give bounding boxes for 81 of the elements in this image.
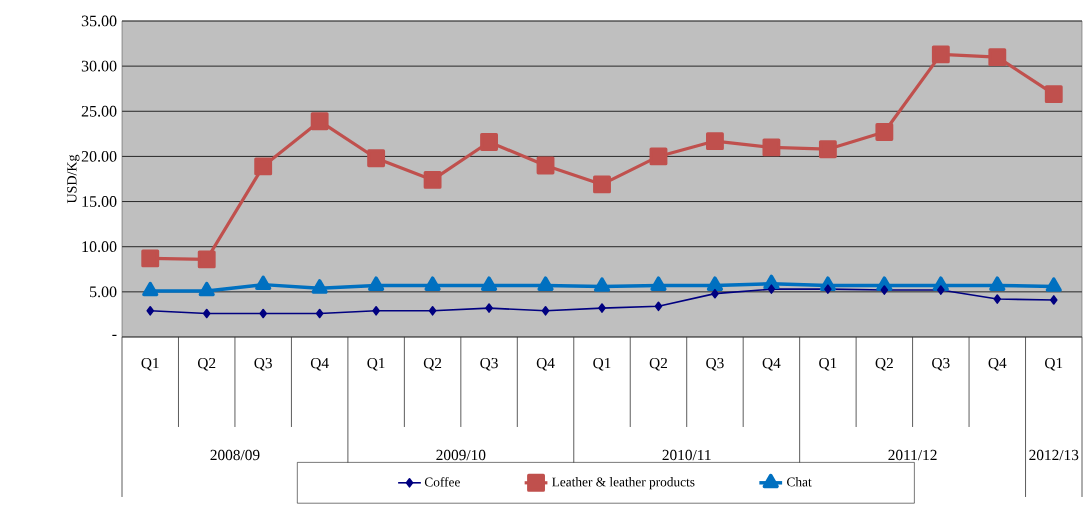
point: [146, 306, 155, 316]
point: [480, 276, 498, 291]
y-axis-title: USD/Kg: [67, 154, 80, 204]
point: [824, 284, 832, 294]
legend-label: Coffee: [424, 477, 460, 487]
y-tick-label: 5.00: [90, 286, 117, 298]
text: 2009/10: [436, 449, 486, 461]
point: [649, 147, 668, 166]
x-tick-label: Q3: [932, 357, 950, 371]
point: [593, 175, 611, 194]
point: [372, 306, 380, 316]
point: [1049, 295, 1058, 305]
point: [767, 284, 776, 294]
point: [988, 48, 1007, 67]
point: [537, 276, 554, 291]
text: 2008/09: [210, 449, 260, 461]
y-tick-label: 25.00: [81, 105, 117, 117]
y-tick-label: 35.00: [81, 15, 117, 27]
x-tick-label: Q4: [536, 357, 555, 371]
point: [1045, 277, 1062, 292]
x-tick-label: Q1: [367, 357, 385, 371]
point: [536, 156, 555, 175]
point: [311, 279, 328, 294]
x-tick-label: Q3: [480, 357, 498, 371]
x-tick-label: Q1: [819, 357, 837, 371]
point: [598, 303, 606, 313]
point: [875, 123, 894, 141]
point: [880, 285, 889, 295]
point: [993, 294, 1002, 304]
text: 2012/13: [1029, 449, 1079, 461]
x-tick-label: Q1: [141, 357, 159, 371]
point: [254, 157, 273, 176]
point: [541, 306, 550, 316]
x-tick-label: Q2: [423, 357, 442, 371]
point: [198, 281, 215, 297]
text: 2011/12: [888, 449, 937, 461]
x-tick-label: Q2: [197, 357, 216, 371]
point: [142, 281, 159, 297]
point: [654, 301, 663, 312]
point: [197, 250, 216, 269]
point: [937, 285, 945, 295]
x-tick-label: Q4: [762, 357, 781, 371]
point: [1044, 85, 1063, 104]
point: [255, 275, 272, 291]
point: [259, 308, 267, 319]
point: [706, 276, 724, 291]
point: [762, 138, 781, 157]
point: [485, 303, 493, 313]
point: [368, 276, 385, 291]
point: [818, 140, 837, 159]
point: [989, 276, 1006, 291]
y-tick-label: 20.00: [81, 150, 117, 162]
point: [315, 308, 324, 319]
point: [711, 288, 719, 299]
point: [424, 276, 441, 291]
point: [202, 308, 211, 319]
legend-label: Chat: [787, 477, 812, 487]
point: [423, 170, 442, 189]
point: [706, 132, 724, 150]
x-tick-label: Q3: [706, 357, 724, 371]
y-tick-label: 30.00: [81, 60, 117, 72]
x-tick-label: Q1: [1045, 357, 1063, 371]
x-tick-label: Q3: [254, 357, 272, 371]
y-tick-label: -: [112, 334, 117, 336]
x-tick-label: Q4: [310, 357, 329, 371]
x-tick-label: Q2: [875, 357, 893, 371]
text: 2010/11: [662, 449, 711, 461]
point: [650, 276, 667, 291]
point: [141, 249, 160, 268]
point: [367, 149, 386, 168]
x-tick-label: Q4: [988, 357, 1007, 371]
y-tick-label: 15.00: [82, 196, 117, 207]
point: [428, 306, 437, 316]
point: [310, 112, 329, 131]
x-tick-label: Q1: [593, 357, 611, 371]
legend-label: Leather & leather products: [552, 477, 695, 490]
point: [480, 133, 498, 151]
point: [593, 277, 611, 292]
y-tick-label: 10.00: [82, 241, 117, 253]
point: [931, 45, 950, 64]
x-tick-label: Q2: [649, 357, 667, 371]
